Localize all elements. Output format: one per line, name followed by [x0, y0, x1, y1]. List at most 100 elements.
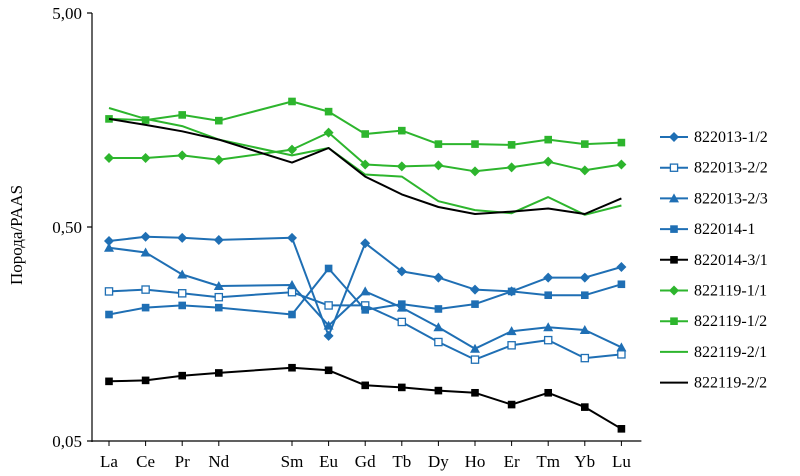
- series-822013-2/2: [104, 285, 626, 364]
- series-822013-1/2: [104, 231, 627, 341]
- data-point: [543, 156, 554, 167]
- legend-item: 822013-1/2: [660, 129, 768, 146]
- data-point: [579, 165, 590, 176]
- x-tick-label: Nd: [208, 452, 229, 471]
- legend-marker: [669, 285, 679, 296]
- data-point: [178, 301, 186, 310]
- data-point: [397, 317, 407, 327]
- data-point: [287, 144, 297, 155]
- series-line: [108, 366, 622, 430]
- x-tick-label: Yb: [574, 452, 595, 471]
- data-point: [434, 386, 443, 395]
- data-point: [324, 107, 333, 116]
- series-822013-2/3: [104, 242, 627, 353]
- series-822119-2/2: [108, 117, 622, 215]
- series-822119-1/1: [104, 127, 627, 177]
- series-line: [108, 246, 622, 350]
- legend-item: 822013-2/3: [660, 190, 768, 207]
- data-point: [579, 272, 590, 283]
- data-point: [287, 232, 297, 243]
- data-point: [398, 383, 406, 392]
- data-point: [288, 310, 296, 319]
- series-line: [109, 131, 622, 173]
- data-point: [177, 289, 187, 298]
- data-point: [177, 232, 188, 243]
- axes: 5,00 0,50 0,05 La Ce Pr Nd Sm Eu Gd Tb Dy Ho Er Tm Yb Lu: [52, 4, 642, 471]
- data-point: [471, 300, 479, 308]
- x-tick-label: Tb: [392, 452, 411, 471]
- data-point: [213, 234, 224, 245]
- data-point: [104, 236, 114, 247]
- data-point: [140, 247, 151, 257]
- data-point: [324, 366, 333, 375]
- data-point: [288, 97, 296, 106]
- x-tick-label: Lu: [612, 452, 631, 471]
- data-point: [544, 388, 552, 397]
- legend-item: 822119-1/1: [660, 283, 767, 300]
- legend-label: 822013-2/3: [694, 190, 768, 207]
- data-point: [507, 341, 516, 350]
- data-point: [433, 160, 444, 171]
- series-822014-3/1: [105, 363, 626, 433]
- data-point: [214, 292, 224, 302]
- data-point: [215, 369, 223, 377]
- y-tick-label: 0,05: [52, 432, 82, 451]
- x-tick-label: Gd: [355, 452, 376, 471]
- legend-label: 822119-1/1: [694, 283, 767, 300]
- data-point: [105, 377, 113, 386]
- legend-item: 822119-2/2: [660, 375, 767, 392]
- data-point: [105, 310, 113, 319]
- x-tick-label: Ce: [136, 452, 155, 471]
- data-point: [360, 159, 371, 170]
- x-tick-label: Pr: [175, 452, 190, 471]
- y-tick-label: 0,50: [52, 218, 82, 237]
- data-point: [324, 301, 333, 310]
- legend-label: 822014-3/1: [694, 252, 768, 269]
- data-point: [544, 135, 552, 144]
- data-point: [506, 326, 517, 336]
- series-line: [108, 235, 622, 337]
- data-point: [580, 353, 590, 363]
- data-point: [616, 342, 627, 352]
- data-point: [434, 305, 443, 313]
- data-point: [470, 355, 480, 364]
- data-point: [434, 337, 443, 347]
- data-point: [213, 281, 224, 291]
- data-point: [470, 166, 480, 177]
- data-point: [141, 376, 150, 385]
- legend-marker: [669, 132, 679, 142]
- data-point: [579, 325, 590, 335]
- data-point: [141, 116, 150, 124]
- data-point: [215, 116, 223, 125]
- data-point: [507, 400, 516, 409]
- legend-item: 822014-1: [660, 221, 755, 238]
- data-point: [361, 381, 369, 390]
- data-point: [361, 306, 369, 314]
- data-point: [288, 363, 296, 372]
- data-point: [287, 287, 297, 297]
- data-point: [617, 425, 626, 433]
- legend-marker: [670, 317, 678, 325]
- legend-item: 822119-1/2: [660, 313, 767, 330]
- series-line: [108, 288, 622, 361]
- legend-label: 822013-1/2: [694, 129, 768, 146]
- legend-marker: [669, 193, 679, 203]
- x-tick-label: Sm: [281, 452, 304, 471]
- data-point: [617, 280, 626, 289]
- legend-marker: [669, 163, 679, 172]
- data-point: [213, 154, 224, 165]
- data-point: [178, 371, 186, 380]
- data-point: [398, 300, 406, 308]
- legend-label: 822119-2/2: [694, 375, 767, 392]
- y-tick-label: 5,00: [52, 4, 82, 23]
- legend: 822013-1/2 822013-2/2 822013-2/3 822014-1 82…: [660, 129, 768, 392]
- data-point: [177, 269, 188, 279]
- data-point: [323, 127, 334, 138]
- x-tick-label: Ho: [465, 452, 486, 471]
- data-point: [360, 286, 371, 296]
- x-tick-label: La: [100, 452, 118, 471]
- series-line: [108, 100, 622, 146]
- data-point: [507, 141, 516, 149]
- series-line: [108, 267, 622, 316]
